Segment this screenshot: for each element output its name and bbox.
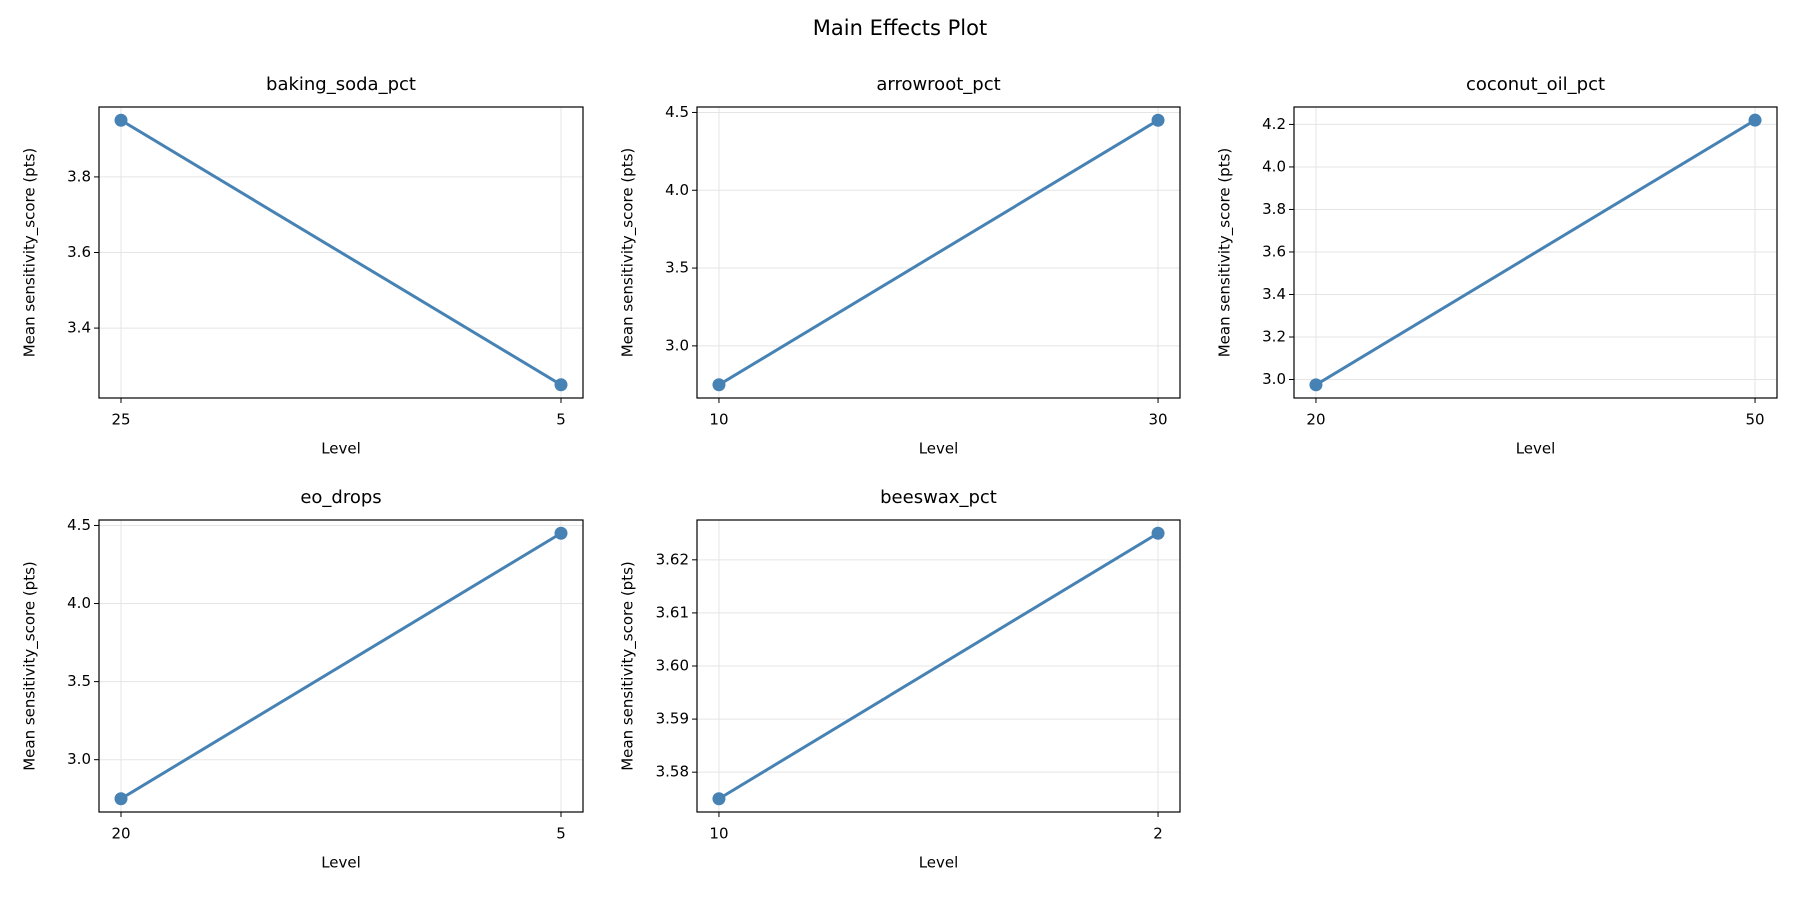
- y-tick-label: 3.6: [1262, 242, 1286, 260]
- x-tick-label: 10: [709, 825, 728, 843]
- y-tick-label: 3.6: [67, 243, 91, 261]
- data-line: [718, 531, 1159, 801]
- y-tick-label: 3.5: [665, 259, 689, 277]
- x-axis-label: Level: [321, 854, 361, 872]
- y-tick-label: 3.60: [656, 657, 689, 675]
- y-axis-label: Mean sensitivity_score (pts): [21, 148, 40, 358]
- axes-frame: [98, 519, 584, 813]
- data-point: [554, 526, 568, 540]
- x-axis-label: Level: [1516, 440, 1556, 458]
- data-point: [1748, 113, 1762, 127]
- y-axis-label: Mean sensitivity_score (pts): [619, 561, 638, 771]
- y-tick-label: 3.61: [656, 603, 689, 621]
- subplot-title: eo_drops: [300, 487, 381, 508]
- subplot-title: coconut_oil_pct: [1466, 74, 1605, 95]
- y-tick-label: 4.0: [1262, 157, 1286, 175]
- x-tick-label: 30: [1148, 411, 1167, 429]
- y-tick-label: 3.8: [1262, 200, 1286, 218]
- y-tick-label: 3.4: [1262, 285, 1286, 303]
- data-point: [554, 378, 568, 392]
- y-tick-label: 3.0: [67, 750, 91, 768]
- x-tick-label: 50: [1745, 411, 1764, 429]
- axes-frame: [696, 106, 1181, 399]
- x-tick-label: 5: [556, 825, 566, 843]
- x-axis-label: Level: [919, 854, 959, 872]
- y-tick-label: 4.0: [67, 594, 91, 612]
- axes-frame: [696, 519, 1181, 813]
- y-tick-label: 3.59: [656, 710, 689, 728]
- x-axis-label: Level: [321, 440, 361, 458]
- data-point: [1309, 378, 1323, 392]
- axes-frame: [1293, 106, 1778, 399]
- data-point: [712, 378, 726, 392]
- data-line: [120, 531, 562, 801]
- y-axis-label: Mean sensitivity_score (pts): [619, 148, 638, 358]
- y-tick-label: 3.58: [656, 763, 689, 781]
- figure-title: Main Effects Plot: [813, 16, 987, 40]
- x-tick-label: 10: [709, 411, 728, 429]
- y-tick-label: 3.5: [67, 672, 91, 690]
- data-point: [712, 792, 726, 806]
- y-axis-label: Mean sensitivity_score (pts): [21, 561, 40, 771]
- y-tick-label: 3.0: [665, 336, 689, 354]
- y-tick-label: 3.8: [67, 167, 91, 185]
- data-line: [718, 118, 1159, 387]
- y-tick-label: 3.62: [656, 550, 689, 568]
- x-tick-label: 20: [1306, 411, 1325, 429]
- y-tick-label: 4.5: [665, 103, 689, 121]
- data-point: [1151, 526, 1165, 540]
- data-line: [120, 118, 562, 387]
- y-tick-label: 4.0: [665, 181, 689, 199]
- x-tick-label: 5: [556, 411, 566, 429]
- axes-frame: [98, 106, 584, 399]
- data-point: [114, 113, 128, 127]
- subplot-title: baking_soda_pct: [266, 74, 416, 95]
- data-point: [1151, 113, 1165, 127]
- subplot-title: arrowroot_pct: [876, 74, 1000, 95]
- y-tick-label: 3.2: [1262, 327, 1286, 345]
- data-point: [114, 792, 128, 806]
- x-axis-label: Level: [919, 440, 959, 458]
- x-tick-label: 25: [111, 411, 130, 429]
- x-tick-label: 2: [1153, 825, 1163, 843]
- y-axis-label: Mean sensitivity_score (pts): [1216, 148, 1235, 358]
- data-line: [1315, 118, 1756, 387]
- y-tick-label: 3.4: [67, 319, 91, 337]
- y-tick-label: 4.2: [1262, 115, 1286, 133]
- y-tick-label: 3.0: [1262, 370, 1286, 388]
- subplot-title: beeswax_pct: [880, 487, 997, 508]
- y-tick-label: 4.5: [67, 516, 91, 534]
- x-tick-label: 20: [111, 825, 130, 843]
